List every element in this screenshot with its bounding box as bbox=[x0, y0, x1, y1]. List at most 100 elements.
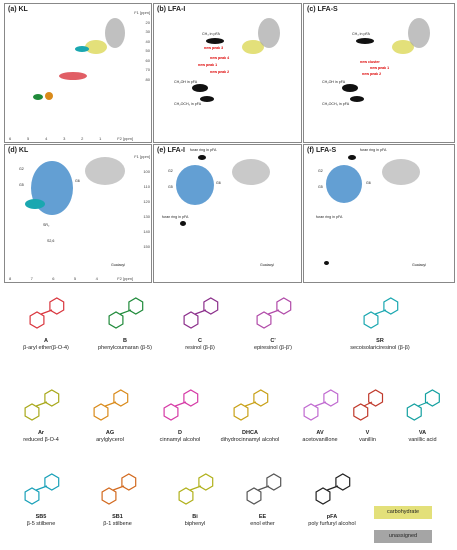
guaiacyl-cluster bbox=[176, 165, 214, 205]
structure-name: biphenyl bbox=[155, 521, 235, 528]
bond bbox=[268, 310, 279, 314]
ring bbox=[407, 404, 421, 420]
annotation: furan ring in pFA bbox=[162, 215, 188, 219]
unassigned-label: unassigned bbox=[374, 533, 432, 539]
pfa-signal bbox=[356, 38, 374, 44]
annotation: G2 bbox=[168, 169, 173, 173]
annotation: G5 bbox=[318, 185, 323, 189]
spectrum-panel-d: (d) KL G2 G5 G6 SR₂ S2,6 Guaiacyl F1 [pp… bbox=[4, 144, 152, 283]
annotation: new peak 3 bbox=[204, 46, 223, 50]
signal-cluster bbox=[105, 18, 125, 48]
signal-cluster bbox=[258, 18, 280, 48]
spectrum-panel-e: (e) LFA-I furan ring in pFA furan ring i… bbox=[153, 144, 302, 283]
bond bbox=[258, 486, 269, 490]
structure-d: Dcinnamyl alcohol bbox=[145, 382, 215, 443]
structure-drawing bbox=[88, 466, 148, 514]
structure-sb5: SB5 β-5 stilbene bbox=[6, 466, 76, 527]
bond bbox=[364, 402, 372, 406]
pfa-signal bbox=[180, 221, 186, 226]
spectrum-panel-f: (f) LFA-S furan ring in pFA furan ring i… bbox=[303, 144, 455, 283]
x-axis: 8 7 6 5 4 F2 [ppm] bbox=[9, 276, 133, 281]
structure-name: resinol (β-β) bbox=[160, 345, 240, 352]
structure-sb1: SB1 β-1 stilbene bbox=[80, 466, 155, 527]
spectrum-panel-c: (c) LFA-S CH₃ in pFA new cluster new pea… bbox=[303, 3, 455, 143]
ring bbox=[121, 474, 135, 490]
structure-name: vanillic acid bbox=[395, 437, 450, 444]
ring bbox=[45, 390, 59, 406]
signal-cluster bbox=[45, 92, 53, 100]
pfa-signal bbox=[198, 155, 206, 160]
structure-av: AV acetovanillone bbox=[290, 382, 350, 443]
ring bbox=[354, 404, 368, 420]
annotation: CH₃ in pFA bbox=[352, 32, 370, 36]
structure-c-prime: C' epiresinol (β-β') bbox=[238, 290, 308, 351]
structure-name: β-5 stilbene bbox=[6, 521, 76, 528]
panel-label: (b) LFA-I bbox=[157, 6, 185, 13]
bond bbox=[190, 486, 201, 490]
ring bbox=[336, 474, 350, 490]
ring bbox=[50, 298, 64, 314]
structure-pfa: pFA poly furfuryl alcohol bbox=[292, 466, 372, 527]
annotation: CH₂OCH₂ in pFA bbox=[322, 102, 349, 106]
structure-name: acetovanillone bbox=[290, 437, 350, 444]
signal-cluster bbox=[85, 157, 125, 185]
annotation: new cluster bbox=[360, 60, 380, 64]
panel-label: (d) KL bbox=[8, 147, 28, 154]
annotation: G6 bbox=[216, 181, 221, 185]
pfa-signal bbox=[350, 96, 364, 102]
pfa-signal bbox=[206, 38, 224, 44]
signal-cluster bbox=[408, 18, 430, 48]
ring bbox=[369, 390, 383, 406]
structure-ar: Ar reduced β-O-4 bbox=[6, 382, 76, 443]
annotation: new peak 2 bbox=[210, 70, 229, 74]
structure-drawing bbox=[80, 382, 140, 430]
structure-name: epiresinol (β-β') bbox=[238, 345, 308, 352]
structure-name: cinnamyl alcohol bbox=[145, 437, 215, 444]
structure-drawing bbox=[395, 382, 450, 430]
pfa-signal bbox=[324, 261, 329, 265]
structure-ag: AG arylglycerol bbox=[75, 382, 145, 443]
bond bbox=[195, 310, 206, 314]
structure-va: VA vanillic acid bbox=[395, 382, 450, 443]
signal-cluster bbox=[59, 72, 87, 80]
annotation: G5 bbox=[168, 185, 173, 189]
annotation: SR₂ bbox=[43, 223, 49, 227]
structure-drawing bbox=[220, 382, 280, 430]
panel-label: (a) KL bbox=[8, 6, 28, 13]
bond bbox=[418, 402, 428, 406]
annotation: Guaiacyl bbox=[260, 263, 274, 267]
guaiacyl-cluster bbox=[326, 165, 362, 203]
annotation: Guaiacyl bbox=[412, 263, 426, 267]
bond bbox=[175, 402, 186, 406]
panel-label: (e) LFA-I bbox=[157, 147, 185, 154]
structure-drawing bbox=[233, 466, 293, 514]
annotation: S2,6 bbox=[47, 239, 54, 243]
y-axis: F1 [ppm] 100 110 120 130 140 150 bbox=[134, 149, 150, 254]
signal-cluster bbox=[25, 199, 45, 209]
bond bbox=[327, 486, 338, 490]
structure-drawing bbox=[165, 466, 225, 514]
annotation: furan ring in pFA bbox=[316, 215, 342, 219]
annotation: Guaiacyl bbox=[111, 263, 125, 267]
bond bbox=[36, 486, 47, 490]
ring bbox=[204, 298, 218, 314]
structure-name: dihydrocinnamyl alcohol bbox=[210, 437, 290, 444]
structure-name: enol ether bbox=[230, 521, 295, 528]
annotation: CH₃ in pFA bbox=[202, 32, 220, 36]
structure-drawing bbox=[350, 290, 410, 338]
bond bbox=[41, 310, 52, 314]
ring bbox=[324, 390, 338, 406]
annotation: new peak 4 bbox=[210, 56, 229, 60]
structure-drawing bbox=[290, 382, 350, 430]
signal-cluster bbox=[232, 159, 270, 185]
structure-name: arylglycerol bbox=[75, 437, 145, 444]
structure-name: phenylcoumaran (β-5) bbox=[85, 345, 165, 352]
bond bbox=[315, 402, 326, 406]
annotation: CH₂OH in pFA bbox=[174, 80, 197, 84]
ring bbox=[199, 474, 213, 490]
bond bbox=[113, 486, 124, 490]
structure-name: poly furfuryl alcohol bbox=[292, 521, 372, 528]
annotation: G2 bbox=[318, 169, 323, 173]
structure-drawing bbox=[243, 290, 303, 338]
